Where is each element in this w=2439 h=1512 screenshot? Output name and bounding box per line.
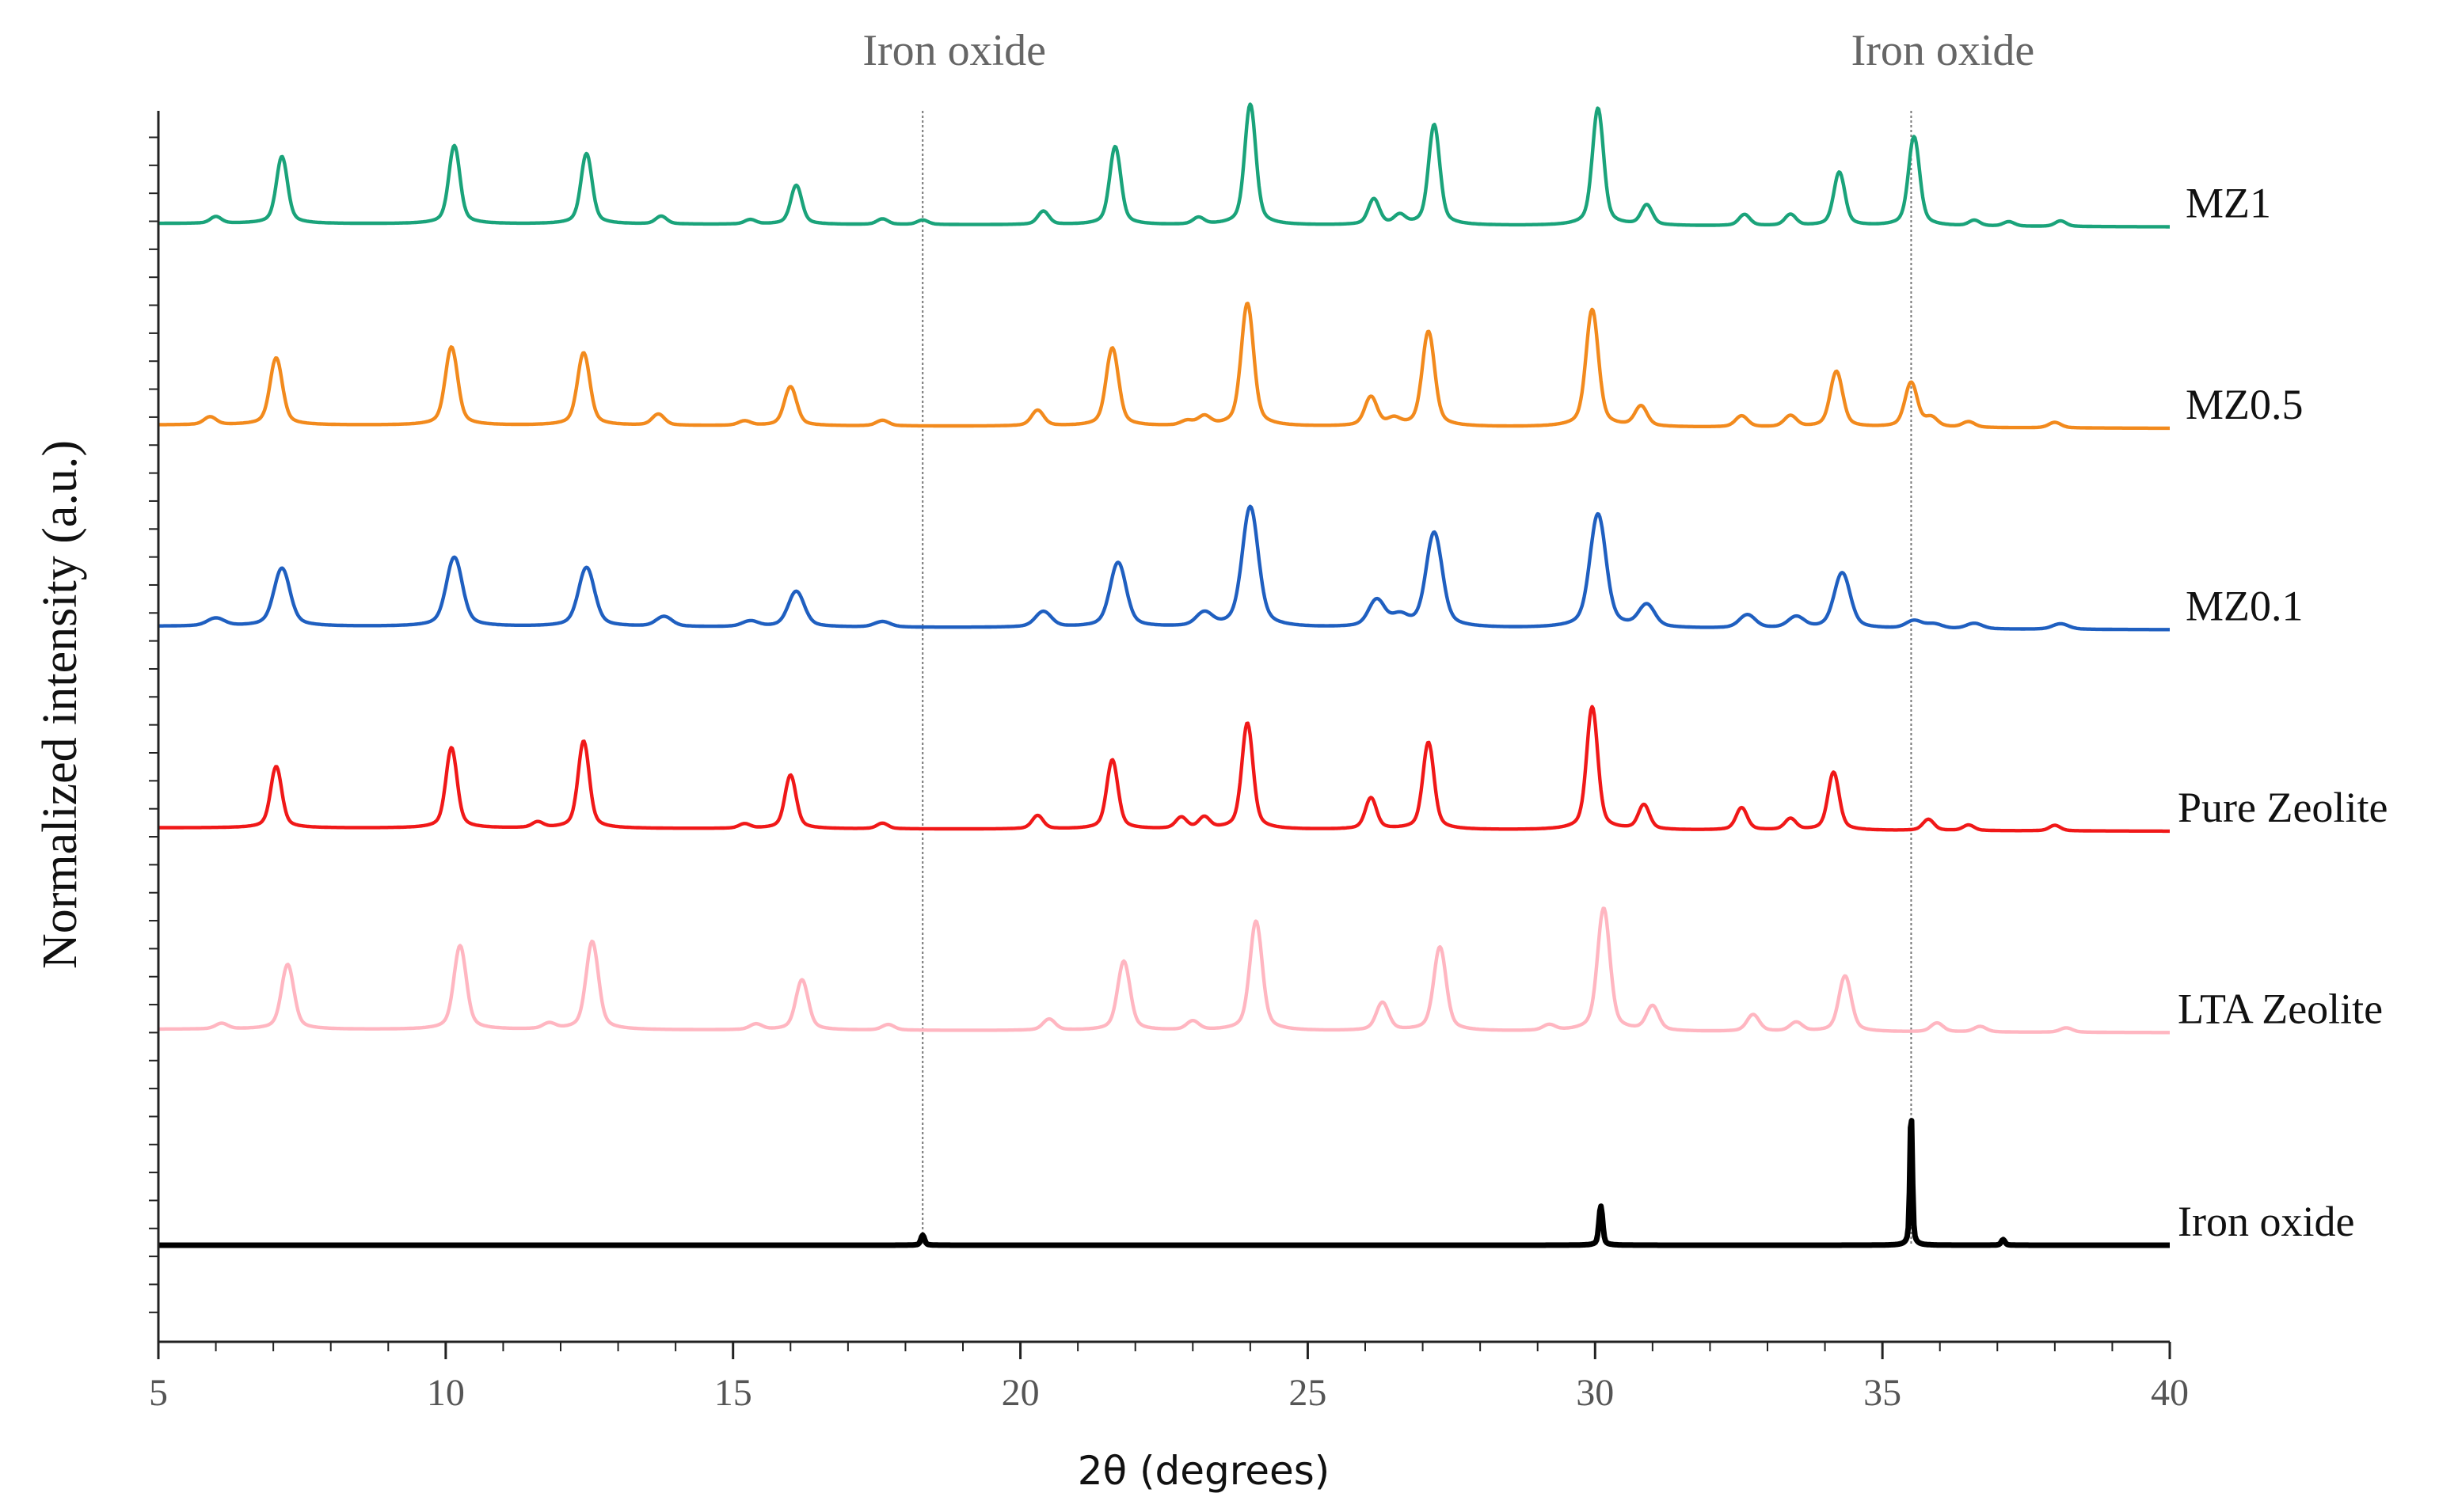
x-tick-label: 35	[1863, 1372, 1901, 1414]
x-tick-label: 25	[1288, 1372, 1326, 1414]
x-tick-label: 5	[149, 1372, 168, 1414]
series-line	[158, 102, 2171, 229]
series-label: MZ1	[2186, 180, 2271, 227]
x-tick-label: 30	[1576, 1372, 1614, 1414]
series-label: Pure Zeolite	[2178, 784, 2388, 831]
y-axis-title: Normalized intensity (a.u.)	[33, 440, 87, 969]
x-tick-label: 10	[427, 1372, 465, 1414]
reference-line-label: Iron oxide	[862, 26, 1046, 75]
reference-lines	[922, 111, 1912, 1245]
series-layer	[156, 102, 2172, 1248]
x-axis-title: 2θ (degrees)	[1078, 1448, 1330, 1494]
series-line	[156, 1118, 2172, 1248]
series-line	[158, 705, 2171, 834]
x-tick-label: 15	[714, 1372, 752, 1414]
axes: 5 10 15 20 25 30 35 40	[149, 111, 2189, 1414]
series-line	[158, 504, 2171, 632]
series-label: MZ0.5	[2186, 381, 2304, 428]
series-label: Iron oxide	[2178, 1198, 2354, 1245]
series-line	[158, 906, 2171, 1035]
x-tick-label: 40	[2151, 1372, 2189, 1414]
series-line	[158, 302, 2171, 431]
series-label: MZ0.1	[2186, 583, 2304, 630]
series-label: LTA Zeolite	[2178, 985, 2383, 1032]
labels: 2θ (degrees) Normalized intensity (a.u.)…	[33, 26, 2388, 1494]
x-tick-label: 20	[1002, 1372, 1040, 1414]
reference-line-label: Iron oxide	[1851, 26, 2035, 75]
